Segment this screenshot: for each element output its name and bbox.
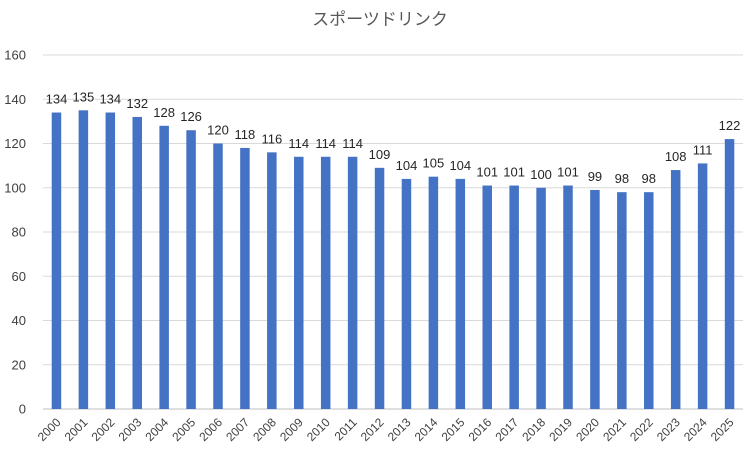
bar-2025 xyxy=(724,139,735,409)
data-label: 101 xyxy=(503,165,525,180)
x-tick-label: 2024 xyxy=(681,415,710,444)
bar-2009 xyxy=(294,156,304,409)
data-label: 98 xyxy=(615,171,629,186)
bar-2001 xyxy=(78,110,89,409)
bar-2022 xyxy=(644,192,654,409)
bar-2024 xyxy=(697,163,708,409)
data-label: 116 xyxy=(261,131,282,146)
chart-title: スポーツドリンク xyxy=(312,10,448,30)
data-label: 100 xyxy=(530,167,552,182)
data-label: 132 xyxy=(126,96,148,111)
x-tick-label: 2002 xyxy=(89,415,118,444)
data-label: 122 xyxy=(719,118,741,133)
x-tick-label: 2020 xyxy=(573,415,602,444)
bar-2018 xyxy=(536,187,546,409)
x-tick-label: 2012 xyxy=(358,415,387,444)
data-label: 101 xyxy=(476,165,498,180)
data-label: 114 xyxy=(288,136,309,151)
x-tick-label: 2017 xyxy=(492,415,521,444)
bar-2002 xyxy=(105,112,116,410)
x-tick-label: 2016 xyxy=(466,415,495,444)
bar-2015 xyxy=(455,178,466,409)
bar-2005 xyxy=(186,130,196,409)
bar-2020 xyxy=(590,189,600,409)
y-tick-label: 120 xyxy=(4,136,26,151)
bar-2004 xyxy=(159,125,169,410)
y-tick-label: 140 xyxy=(4,92,26,107)
x-tick-label: 2010 xyxy=(304,415,333,444)
x-tick-label: 2011 xyxy=(332,415,360,443)
x-tick-label: 2022 xyxy=(627,415,656,444)
data-label: 134 xyxy=(99,92,121,107)
y-axis-ticks: 0 20 40 60 80 100 120 140 160 xyxy=(4,48,26,417)
bar-2007 xyxy=(240,147,250,410)
bar-2023 xyxy=(670,170,681,409)
x-tick-label: 2004 xyxy=(142,415,171,444)
data-label: 134 xyxy=(46,92,68,107)
x-tick-label: 2018 xyxy=(519,415,548,444)
x-tick-label: 2001 xyxy=(62,415,91,444)
data-label: 118 xyxy=(235,127,256,142)
x-axis-ticks: 2000200120022003200420052006200720082009… xyxy=(35,415,737,444)
bar-2000 xyxy=(51,112,62,410)
bar-2010 xyxy=(320,156,331,409)
bar-2017 xyxy=(509,185,519,409)
data-labels: 134 135 134 132 128 126 120 118 116 114 114 114 109 1… xyxy=(46,89,741,186)
x-tick-label: 2006 xyxy=(196,415,225,444)
x-tick-label: 2015 xyxy=(439,415,468,444)
x-tick-label: 2014 xyxy=(412,415,441,444)
bar-2013 xyxy=(401,178,412,409)
data-label: 104 xyxy=(449,158,471,173)
x-tick-label: 2025 xyxy=(708,415,737,444)
bar-2012 xyxy=(374,167,385,409)
y-tick-label: 20 xyxy=(12,357,26,372)
x-tick-label: 2023 xyxy=(654,415,683,444)
x-tick-label: 2007 xyxy=(223,415,252,444)
bar-2016 xyxy=(482,185,492,409)
data-label: 120 xyxy=(207,123,229,138)
data-label: 108 xyxy=(665,149,687,164)
x-tick-label: 2003 xyxy=(116,415,145,444)
data-label: 104 xyxy=(396,158,418,173)
x-tick-label: 2009 xyxy=(277,415,306,444)
y-tick-label: 0 xyxy=(19,402,26,417)
bar-2014 xyxy=(428,176,439,409)
data-label: 111 xyxy=(693,142,713,157)
bar-2008 xyxy=(267,152,277,409)
bar-2003 xyxy=(132,116,142,409)
data-label: 114 xyxy=(342,136,363,151)
data-label: 101 xyxy=(557,165,579,180)
x-tick-label: 2005 xyxy=(169,415,198,444)
y-tick-label: 100 xyxy=(4,180,26,195)
x-tick-label: 2021 xyxy=(600,415,629,444)
y-tick-label: 40 xyxy=(12,313,26,328)
x-tick-label: 2013 xyxy=(385,415,414,444)
y-tick-label: 60 xyxy=(12,269,26,284)
y-tick-label: 80 xyxy=(12,225,26,240)
x-tick-label: 2000 xyxy=(35,415,64,444)
data-label: 105 xyxy=(423,156,445,171)
data-label: 135 xyxy=(73,89,95,104)
bar-2011 xyxy=(347,156,358,409)
bar-2021 xyxy=(617,192,627,409)
y-tick-label: 160 xyxy=(4,48,26,63)
x-tick-label: 2008 xyxy=(250,415,279,444)
bars xyxy=(51,110,735,410)
bar-2006 xyxy=(213,143,223,409)
data-label: 126 xyxy=(180,109,202,124)
data-label: 99 xyxy=(588,169,602,184)
x-tick-label: 2019 xyxy=(546,415,575,444)
bar-2019 xyxy=(563,185,573,409)
data-label: 128 xyxy=(153,105,175,120)
data-label: 98 xyxy=(642,171,656,186)
data-label: 109 xyxy=(369,147,391,162)
data-label: 114 xyxy=(315,136,336,151)
